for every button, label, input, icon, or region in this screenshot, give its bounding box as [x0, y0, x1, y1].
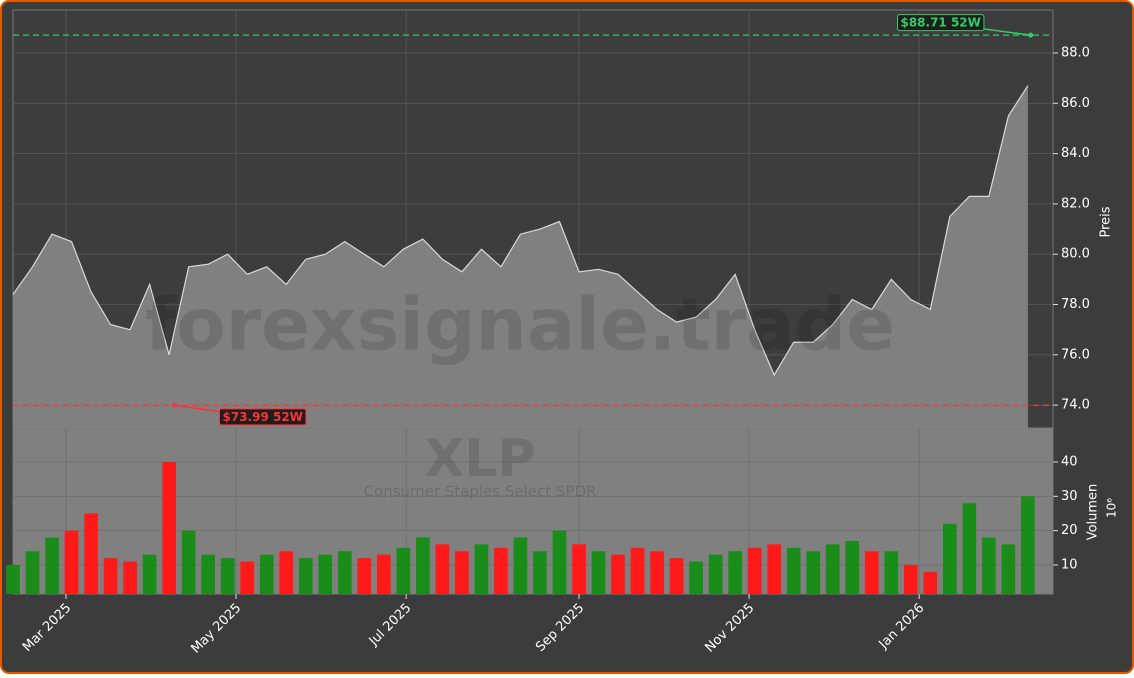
subtitle-watermark: Consumer Staples Select SPDR	[364, 483, 597, 501]
volume-bar	[123, 561, 137, 594]
volume-bar	[689, 561, 703, 594]
volume-bar	[162, 461, 176, 594]
volume-bar	[923, 571, 938, 594]
volume-bar	[416, 537, 430, 594]
y2-tick-label: 20	[1061, 523, 1078, 538]
y2-tick-label: 30	[1061, 489, 1078, 504]
volume-bar	[318, 554, 333, 594]
volume-bar	[240, 561, 255, 594]
volume-bar	[728, 551, 742, 594]
volume-bar	[279, 551, 294, 594]
volume-bar	[845, 540, 860, 594]
volume-bar	[1001, 544, 1016, 594]
volume-bar	[181, 530, 196, 594]
volume-bar	[825, 544, 840, 594]
volume-bar	[259, 554, 274, 594]
volume-bar	[669, 558, 684, 594]
annotation-point	[172, 402, 178, 408]
volume-bar	[103, 558, 118, 594]
volume-bar	[474, 544, 489, 594]
y-tick-label: 76.0	[1061, 347, 1090, 362]
volume-bar	[455, 551, 469, 594]
y-tick-label: 86.0	[1061, 96, 1090, 111]
y2-tick-label: 40	[1061, 454, 1078, 469]
volume-bar	[747, 547, 762, 594]
volume-bar	[864, 551, 879, 594]
y2-tick-label: 10	[1061, 557, 1078, 572]
volume-bar	[6, 564, 20, 594]
volume-bar	[64, 530, 79, 594]
volume-bar	[982, 537, 996, 594]
volume-bar	[357, 558, 372, 594]
y-tick-label: 74.0	[1061, 398, 1090, 413]
volume-bar	[396, 547, 411, 594]
volume-bar	[806, 551, 821, 594]
volume-bar	[435, 544, 450, 594]
price-area	[13, 85, 1028, 429]
annotation-box	[896, 14, 985, 32]
y-tick-label: 88.0	[1061, 46, 1090, 61]
volume-bar	[337, 551, 352, 594]
y-tick-label: 84.0	[1061, 146, 1090, 161]
volume-bar	[142, 554, 157, 594]
y-tick-label: 78.0	[1061, 297, 1090, 312]
volume-bar	[220, 558, 235, 594]
volume-bar	[767, 544, 782, 594]
y-axis-label: Preis	[1099, 206, 1114, 237]
volume-bar	[45, 537, 59, 594]
annotation-label: $88.71 52W	[900, 16, 980, 30]
volume-bar	[708, 554, 723, 594]
volume-bar	[201, 554, 216, 594]
volume-bar	[884, 551, 899, 594]
volume-bar	[572, 544, 586, 594]
volume-bar	[1021, 496, 1035, 594]
volume-bar	[377, 554, 391, 594]
volume-bar	[962, 503, 977, 594]
volume-bar	[903, 564, 918, 594]
volume-bar	[552, 530, 567, 594]
volume-bar	[513, 537, 528, 594]
volume-bar	[298, 558, 313, 594]
volume-bar	[84, 513, 98, 594]
watermark: forexsignale.trade	[145, 283, 895, 367]
annotation-point	[1028, 32, 1034, 38]
y-tick-label: 82.0	[1061, 196, 1090, 211]
y2-axis-unit: 10⁶	[1105, 498, 1119, 518]
symbol-watermark: XLP	[424, 429, 535, 489]
volume-bar	[786, 547, 801, 594]
volume-bar	[533, 551, 547, 594]
volume-bar	[943, 523, 957, 594]
volume-bar	[630, 547, 645, 594]
volume-bar	[494, 547, 508, 594]
volume-bar	[611, 554, 625, 594]
annotation-box	[219, 408, 307, 426]
y2-axis-label: Volumen	[1086, 484, 1101, 541]
y-tick-label: 80.0	[1061, 247, 1090, 262]
volume-bar	[650, 551, 664, 594]
volume-bar	[591, 551, 606, 594]
volume-bar	[25, 551, 40, 594]
price-line	[12, 85, 1029, 377]
annotation-label: $73.99 52W	[223, 410, 303, 424]
